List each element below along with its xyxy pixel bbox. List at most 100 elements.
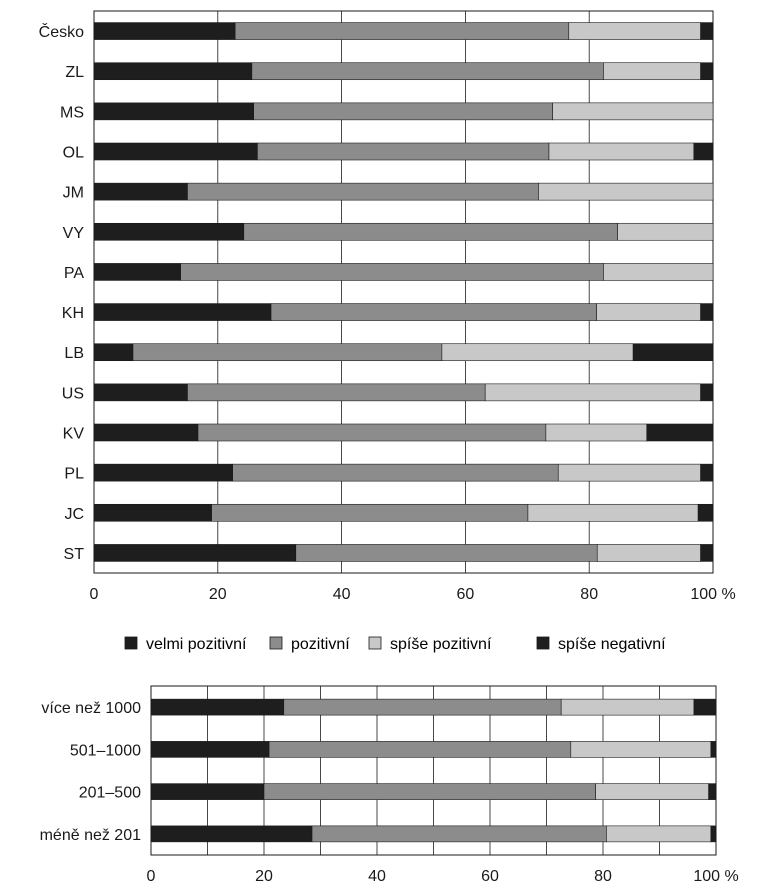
top-bar-velmi-pozitivni bbox=[93, 62, 253, 81]
top-bar-spise-negativni bbox=[646, 423, 714, 442]
top-tick-label: 60 bbox=[457, 586, 475, 603]
bottom-tick-label: 20 bbox=[255, 868, 273, 885]
top-bar-spise-pozitivni bbox=[568, 22, 701, 40]
top-bar-velmi-pozitivni bbox=[93, 423, 199, 442]
bottom-category-label: méně než 201 bbox=[40, 827, 142, 844]
top-bar-spise-pozitivni bbox=[596, 544, 701, 562]
top-bar-spise-pozitivni bbox=[596, 303, 701, 321]
top-category-label: Česko bbox=[39, 22, 84, 41]
top-bar-spise-pozitivni bbox=[552, 102, 714, 121]
top-category-label: JC bbox=[64, 506, 84, 523]
top-bar-velmi-pozitivni bbox=[93, 544, 297, 562]
top-bar-spise-negativni bbox=[693, 142, 714, 161]
top-category-label: JM bbox=[63, 185, 84, 202]
legend-swatch-pozitivni bbox=[269, 636, 283, 650]
bottom-bar-spise-pozitivni bbox=[570, 741, 712, 758]
top-bar-spise-negativni bbox=[700, 383, 714, 402]
top-bar-velmi-pozitivni bbox=[93, 503, 212, 522]
top-bar-spise-negativni bbox=[700, 22, 714, 40]
top-tick-label: 40 bbox=[333, 586, 351, 603]
bottom-bar-pozitivni bbox=[263, 783, 596, 800]
top-tick-label: 0 bbox=[90, 586, 99, 603]
bottom-bar-velmi-pozitivni bbox=[150, 825, 313, 843]
top-bar-spise-negativni bbox=[700, 544, 714, 562]
bottom-category-label: 201–500 bbox=[79, 785, 141, 802]
bottom-bar-spise-negativni bbox=[710, 741, 717, 758]
bottom-category-label: 501–1000 bbox=[70, 742, 141, 759]
top-tick-label: 100 % bbox=[690, 586, 735, 603]
top-bar-velmi-pozitivni bbox=[93, 383, 188, 402]
top-bar-velmi-pozitivni bbox=[93, 102, 255, 121]
legend-label-spise-pozitivni: spíše pozitivní bbox=[390, 636, 492, 653]
bottom-bar-velmi-pozitivni bbox=[150, 741, 270, 758]
top-bar-spise-pozitivni bbox=[527, 503, 699, 522]
top-category-label: KV bbox=[63, 426, 85, 443]
bottom-bar-spise-pozitivni bbox=[606, 825, 712, 843]
top-category-label: KH bbox=[62, 305, 84, 322]
bottom-chart-size: více než 1000 501–1000 201–500 méně než 201… bbox=[40, 685, 739, 885]
top-category-label: ST bbox=[64, 546, 85, 563]
top-bar-velmi-pozitivni bbox=[93, 222, 245, 241]
top-bar-spise-pozitivni bbox=[548, 142, 695, 161]
top-bar-pozitivni bbox=[257, 142, 550, 161]
bottom-bar-spise-pozitivni bbox=[595, 783, 709, 800]
top-bar-pozitivni bbox=[295, 544, 598, 562]
top-bar-spise-negativni bbox=[700, 303, 714, 321]
top-bar-pozitivni bbox=[187, 182, 539, 201]
bottom-bar-spise-pozitivni bbox=[560, 698, 695, 716]
top-bar-pozitivni bbox=[234, 22, 570, 40]
top-bar-pozitivni bbox=[132, 343, 443, 362]
top-bar-pozitivni bbox=[253, 102, 553, 121]
top-bar-spise-negativni bbox=[697, 503, 714, 522]
top-bar-pozitivni bbox=[270, 303, 597, 321]
top-bar-pozitivni bbox=[232, 463, 559, 482]
legend-swatch-velmi-pozitivni bbox=[124, 636, 138, 650]
top-bar-pozitivni bbox=[211, 503, 529, 522]
top-bar-spise-pozitivni bbox=[484, 383, 701, 402]
top-bar-spise-pozitivni bbox=[603, 263, 714, 281]
top-bar-pozitivni bbox=[243, 222, 618, 241]
bottom-bar-spise-negativni bbox=[708, 783, 717, 800]
top-bar-pozitivni bbox=[197, 423, 547, 442]
bottom-category-label: více než 1000 bbox=[41, 700, 141, 717]
top-category-label: LB bbox=[64, 345, 84, 362]
bottom-tick-label: 60 bbox=[481, 868, 499, 885]
top-bar-pozitivni bbox=[187, 383, 486, 402]
bottom-bar-velmi-pozitivni bbox=[150, 698, 285, 716]
top-category-label: PL bbox=[64, 466, 84, 483]
bottom-bar-spise-negativni bbox=[710, 825, 717, 843]
legend-swatch-spise-pozitivni bbox=[368, 636, 382, 650]
bottom-bar-spise-negativni bbox=[693, 698, 717, 716]
legend-label-velmi-pozitivni: velmi pozitivní bbox=[146, 636, 247, 653]
top-plot-frame bbox=[93, 10, 714, 574]
top-tick-label: 20 bbox=[209, 586, 227, 603]
top-bar-velmi-pozitivni bbox=[93, 263, 181, 281]
top-category-label: OL bbox=[63, 145, 84, 162]
top-bar-velmi-pozitivni bbox=[93, 142, 258, 161]
top-bar-spise-pozitivni bbox=[441, 343, 634, 362]
top-category-label: MS bbox=[60, 104, 84, 121]
top-chart-regions: Česko ZL MS OL JM VY PA KH LB US KV PL JC ST 0 20 40 60 80… bbox=[39, 10, 736, 603]
top-bar-velmi-pozitivni bbox=[93, 182, 188, 201]
top-bar-spise-pozitivni bbox=[545, 423, 648, 442]
top-bar-velmi-pozitivni bbox=[93, 303, 272, 321]
top-bar-spise-negativni bbox=[632, 343, 714, 362]
top-bar-spise-pozitivni bbox=[603, 62, 701, 81]
top-bar-velmi-pozitivni bbox=[93, 343, 134, 362]
bottom-bar-pozitivni bbox=[268, 741, 572, 758]
legend-label-spise-negativni: spíše negativní bbox=[558, 636, 666, 653]
bottom-bar-velmi-pozitivni bbox=[150, 783, 265, 800]
top-category-label: US bbox=[62, 385, 84, 402]
top-category-label: PA bbox=[64, 265, 84, 282]
bottom-tick-label: 100 % bbox=[693, 868, 738, 885]
legend-label-pozitivni: pozitivní bbox=[291, 636, 350, 653]
bottom-tick-label: 40 bbox=[368, 868, 386, 885]
top-bar-pozitivni bbox=[180, 263, 604, 281]
bottom-tick-label: 0 bbox=[147, 868, 156, 885]
top-bar-spise-negativni bbox=[700, 463, 714, 482]
bottom-bar-pozitivni bbox=[311, 825, 607, 843]
top-bar-velmi-pozitivni bbox=[93, 463, 233, 482]
top-tick-label: 80 bbox=[580, 586, 598, 603]
top-bar-spise-pozitivni bbox=[557, 463, 701, 482]
